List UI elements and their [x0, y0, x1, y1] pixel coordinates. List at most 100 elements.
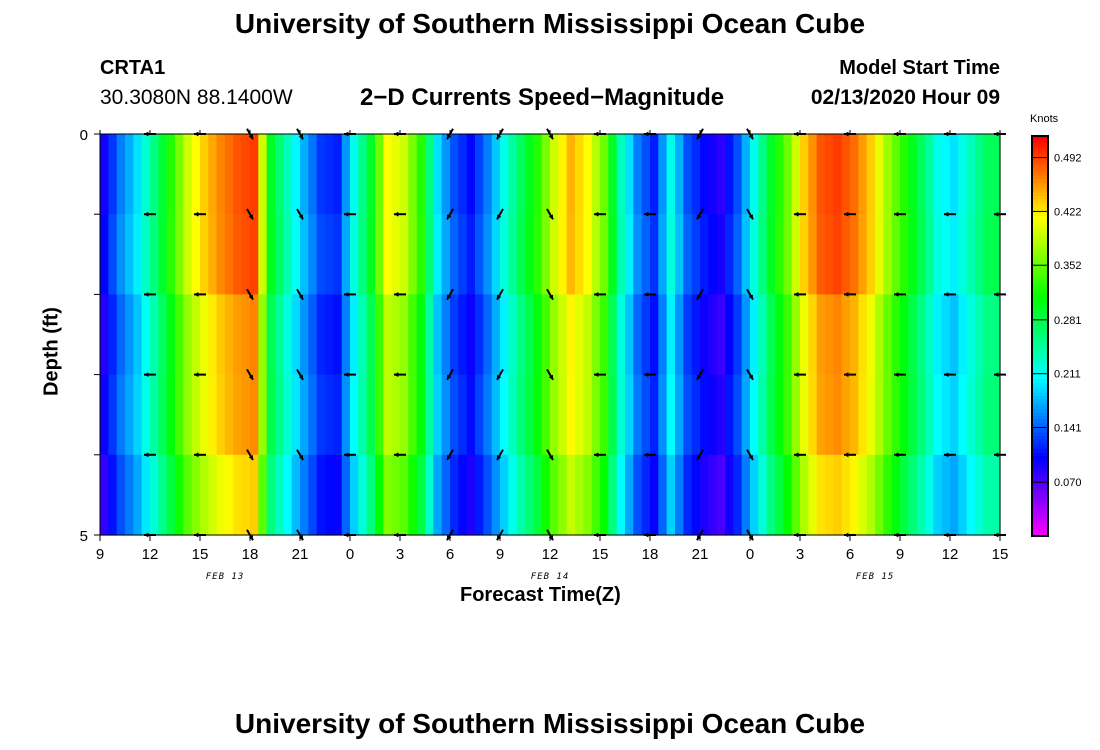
heatmap-cell: [808, 374, 818, 456]
heatmap-cell: [625, 454, 634, 536]
heatmap-cell: [825, 294, 834, 376]
heatmap-cell: [308, 294, 318, 376]
heatmap-cell: [191, 374, 201, 456]
heatmap-cell: [683, 454, 693, 536]
heatmap-cell: [933, 374, 943, 456]
x-tick-label: 3: [396, 546, 404, 563]
heatmap-cell: [650, 134, 659, 215]
heatmap-cell: [841, 374, 851, 456]
colorbar-band: [1032, 309, 1048, 314]
heatmap-cell: [416, 134, 426, 215]
heatmap-cell: [116, 454, 126, 536]
heatmap-cell: [716, 454, 726, 536]
heatmap-cell: [216, 214, 226, 295]
current-arrow: [246, 368, 254, 381]
current-arrow: [394, 452, 406, 458]
colorbar-band: [1032, 319, 1048, 324]
heatmap-cell: [991, 454, 1001, 536]
heatmap-cell: [458, 214, 468, 295]
colorbar-band: [1032, 476, 1048, 480]
x-tick-label: 15: [592, 546, 609, 563]
heatmap-cell: [900, 294, 909, 376]
heatmap-cell: [175, 214, 184, 295]
heatmap-cell: [858, 454, 868, 536]
footer-title: University of Southern Mississippi Ocean…: [234, 708, 866, 739]
heatmap-cell: [141, 134, 151, 215]
heatmap-cell: [416, 214, 426, 295]
heatmap-cell: [625, 214, 634, 295]
heatmap-cell: [225, 454, 234, 536]
heatmap-cell: [950, 214, 959, 295]
current-arrow: [746, 449, 754, 461]
heatmap-cell: [750, 134, 759, 215]
current-arrow: [446, 449, 454, 461]
heatmap-cell: [375, 134, 384, 215]
heatmap-cell: [550, 214, 559, 295]
heatmap-cell: [941, 294, 951, 376]
colorbar-band: [1032, 479, 1048, 484]
heatmap-cell: [550, 454, 559, 536]
heatmap-cell: [916, 294, 926, 376]
heatmap-cell: [533, 134, 543, 215]
current-arrow: [894, 292, 906, 297]
heatmap-cell: [333, 454, 343, 536]
heatmap-cell: [533, 294, 543, 376]
heatmap-cell: [258, 454, 268, 536]
colorbar-band: [1032, 202, 1048, 207]
heatmap-cell: [766, 294, 776, 376]
heatmap-cell: [941, 214, 951, 295]
heatmap-cell: [783, 454, 793, 536]
heatmap-cell: [541, 214, 551, 295]
colorbar-band: [1032, 516, 1048, 520]
heatmap-cell: [383, 214, 393, 295]
heatmap-cell: [700, 134, 709, 215]
colorbar-band: [1032, 302, 1048, 307]
heatmap-cell: [183, 374, 193, 456]
heatmap-cell: [116, 294, 126, 376]
heatmap-cell: [366, 454, 376, 536]
heatmap-cell: [758, 134, 768, 215]
colorbar-band: [1032, 346, 1048, 350]
heatmap-cell: [175, 374, 184, 456]
colorbar-band: [1032, 386, 1048, 390]
heatmap-cell: [225, 294, 234, 376]
colorbar-band: [1032, 306, 1048, 310]
current-arrow: [746, 208, 754, 220]
colorbar-band: [1032, 179, 1048, 184]
heatmap-cell: [283, 454, 293, 536]
heatmap-cell: [425, 294, 434, 376]
heatmap-cell: [500, 454, 509, 536]
heatmap-cell: [675, 134, 684, 215]
heatmap-cell: [583, 374, 593, 456]
heatmap-cell: [933, 294, 943, 376]
heatmap-cell: [491, 134, 501, 215]
heatmap-cell: [433, 454, 443, 536]
heatmap-cell: [100, 134, 109, 215]
heatmap-cell: [941, 454, 951, 536]
colorbar-band: [1032, 522, 1048, 527]
y-axis: 05: [80, 127, 100, 545]
heatmap-cell: [308, 134, 318, 215]
heatmap-cell: [350, 454, 359, 536]
heatmap-cell: [383, 134, 393, 215]
heatmap-cell: [983, 454, 993, 536]
colorbar-band: [1032, 356, 1048, 360]
heatmap-cell: [475, 134, 484, 215]
heatmap-cell: [475, 294, 484, 376]
heatmap-cell: [533, 374, 543, 456]
colorbar-band: [1032, 432, 1048, 437]
heatmap-cell: [841, 294, 851, 376]
heatmap-cell: [250, 454, 259, 536]
heatmap-cell: [983, 294, 993, 376]
heatmap-cell: [275, 454, 284, 536]
heatmap-cell: [458, 454, 468, 536]
heatmap-cell: [316, 374, 326, 456]
heatmap-cell: [891, 134, 901, 215]
heatmap-cell: [216, 134, 226, 215]
heatmap-cell: [191, 454, 201, 536]
heatmap-cell: [283, 294, 293, 376]
current-arrow: [844, 452, 856, 458]
current-arrow: [144, 452, 156, 458]
heatmap-cell: [800, 294, 809, 376]
heatmap-cell: [766, 454, 776, 536]
